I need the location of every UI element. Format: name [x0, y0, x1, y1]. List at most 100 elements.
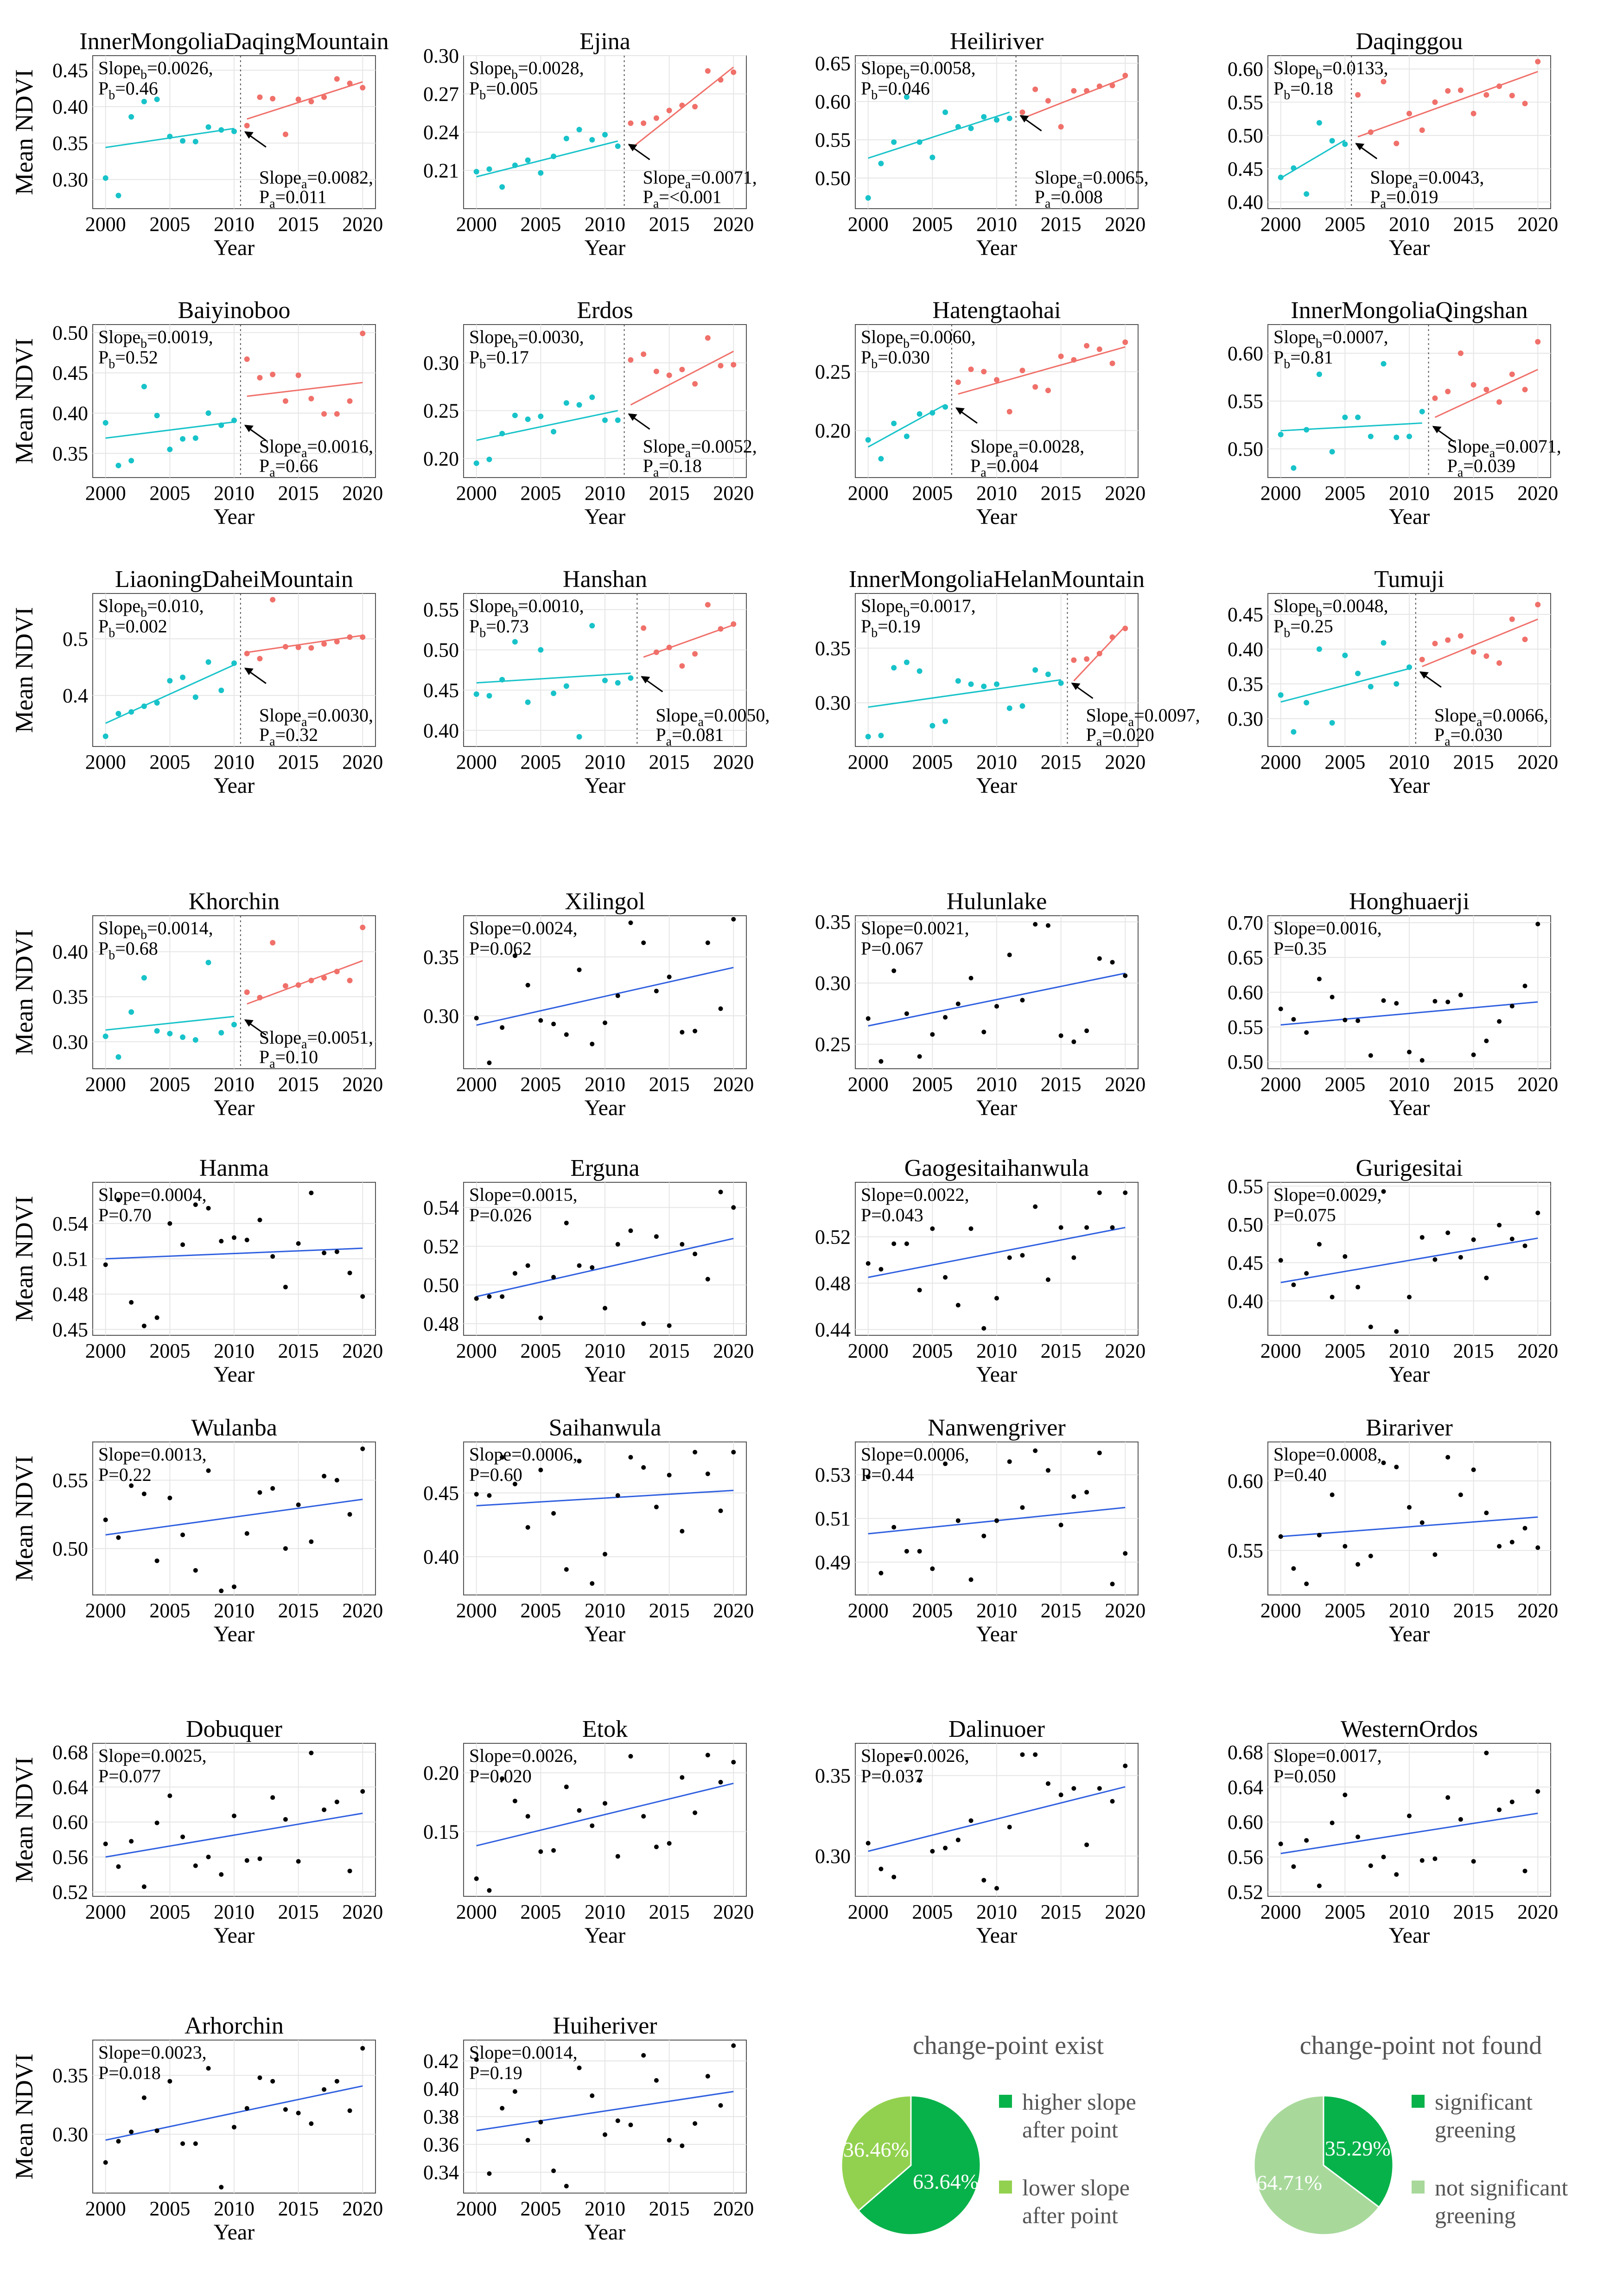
- data-point: [486, 693, 492, 699]
- y-tick-label: 0.44: [815, 1319, 851, 1341]
- panel-innermongoliadaqingmountain: 2000 2005 2010 2015 2020 0.30 0.35 0.40 0.45 Inne…: [10, 28, 389, 260]
- x-tick-label: 2005: [912, 1339, 953, 1362]
- data-point: [955, 1001, 961, 1007]
- data-point: [499, 184, 505, 190]
- data-point: [257, 1218, 262, 1223]
- data-point: [564, 2184, 569, 2188]
- data-point: [666, 108, 672, 114]
- data-point: [512, 1799, 517, 1804]
- x-axis-label: Year: [1389, 773, 1430, 798]
- p-label: P=0.077: [98, 1766, 161, 1786]
- data-point: [309, 1190, 314, 1195]
- slope-label: Slope=0.0025,: [98, 1745, 207, 1766]
- x-tick-label: 2015: [278, 751, 319, 773]
- data-point: [309, 1539, 314, 1544]
- data-point: [930, 1849, 935, 1854]
- data-point: [1445, 1795, 1451, 1800]
- data-point: [334, 638, 340, 644]
- x-tick-label: 2020: [1105, 213, 1145, 236]
- panel-innermongoliahelanmountain: 2000 2005 2010 2015 2020 0.30 0.35 InnerMongoli…: [815, 566, 1200, 798]
- data-point: [994, 1518, 999, 1523]
- data-point: [603, 1020, 607, 1025]
- data-point: [1381, 361, 1387, 367]
- x-tick-label: 2015: [1041, 482, 1082, 504]
- y-tick-label: 0.60: [52, 1811, 88, 1834]
- x-tick-label: 2000: [1260, 1901, 1301, 1923]
- data-point: [1071, 1494, 1076, 1499]
- data-point: [731, 362, 737, 368]
- pie-title: change-point exist: [913, 2031, 1104, 2060]
- data-point: [180, 1532, 185, 1537]
- data-point: [968, 1226, 974, 1231]
- data-point: [1304, 191, 1310, 197]
- data-point: [1033, 1448, 1038, 1453]
- data-point: [102, 1033, 108, 1040]
- data-point: [486, 456, 492, 462]
- data-point: [296, 1241, 301, 1246]
- data-point: [1497, 1019, 1502, 1024]
- data-point: [968, 1818, 974, 1823]
- data-point: [1394, 1872, 1399, 1877]
- pie-title: change-point not found: [1300, 2031, 1542, 2060]
- x-tick-label: 2010: [976, 751, 1017, 773]
- data-point: [116, 1535, 121, 1540]
- data-point: [1522, 1243, 1527, 1248]
- data-point: [154, 413, 160, 419]
- x-tick-label: 2010: [214, 1073, 255, 1096]
- data-point: [1122, 625, 1128, 631]
- data-point: [218, 422, 224, 428]
- data-point: [994, 681, 999, 687]
- x-tick-label: 2010: [585, 751, 625, 773]
- data-point: [334, 76, 340, 82]
- data-point: [563, 135, 569, 141]
- trend-line: [868, 1227, 1126, 1278]
- panel-title: LiaoningDaheiMountain: [115, 566, 353, 593]
- data-point: [930, 1566, 935, 1571]
- y-tick-label: 0.40: [1228, 1290, 1263, 1313]
- data-point: [192, 139, 198, 145]
- data-point: [103, 1841, 108, 1846]
- data-point: [1432, 1856, 1438, 1861]
- data-point: [1109, 634, 1115, 640]
- data-point: [193, 1568, 198, 1573]
- data-point: [1522, 387, 1528, 393]
- data-point: [628, 920, 633, 925]
- x-tick-label: 2020: [713, 1339, 754, 1362]
- panel-title: WesternOrdos: [1341, 1716, 1478, 1742]
- data-point: [1278, 174, 1284, 180]
- x-tick-label: 2000: [848, 751, 889, 773]
- data-point: [943, 1015, 948, 1020]
- legend-label: after point: [1022, 2117, 1118, 2143]
- x-tick-label: 2020: [342, 1599, 383, 1622]
- data-point: [641, 625, 647, 631]
- data-point: [282, 131, 288, 137]
- x-axis-label: Year: [214, 1923, 255, 1948]
- x-tick-label: 2005: [520, 482, 561, 504]
- y-axis-label: Mean NDVI: [10, 2054, 38, 2179]
- data-point: [1110, 1225, 1115, 1230]
- data-point: [1019, 703, 1025, 709]
- x-axis-label: Year: [976, 1923, 1017, 1948]
- p-after-label: Pa=0.32: [259, 724, 318, 749]
- data-point: [1368, 1863, 1373, 1868]
- x-tick-label: 2005: [1324, 1073, 1365, 1096]
- x-tick-label: 2010: [214, 2197, 255, 2220]
- data-point: [1096, 651, 1102, 657]
- y-tick-label: 0.70: [1228, 912, 1263, 934]
- slope-label: Slope=0.0014,: [469, 2042, 578, 2063]
- panel-title: Hulunlake: [947, 888, 1047, 915]
- legend-label: lower slope: [1022, 2175, 1130, 2200]
- x-tick-label: 2020: [1105, 1901, 1145, 1923]
- x-tick-label: 2015: [649, 751, 690, 773]
- data-point: [321, 641, 327, 647]
- data-point: [244, 1531, 249, 1536]
- data-point: [865, 1841, 871, 1846]
- x-tick-label: 2005: [520, 1073, 561, 1096]
- data-point: [1535, 1789, 1540, 1794]
- data-point: [1342, 415, 1348, 421]
- data-point: [718, 77, 724, 83]
- p-label: P=0.037: [861, 1766, 923, 1786]
- x-axis-label: Year: [976, 236, 1017, 260]
- arrow-head: [1419, 671, 1429, 679]
- data-point: [487, 1493, 492, 1498]
